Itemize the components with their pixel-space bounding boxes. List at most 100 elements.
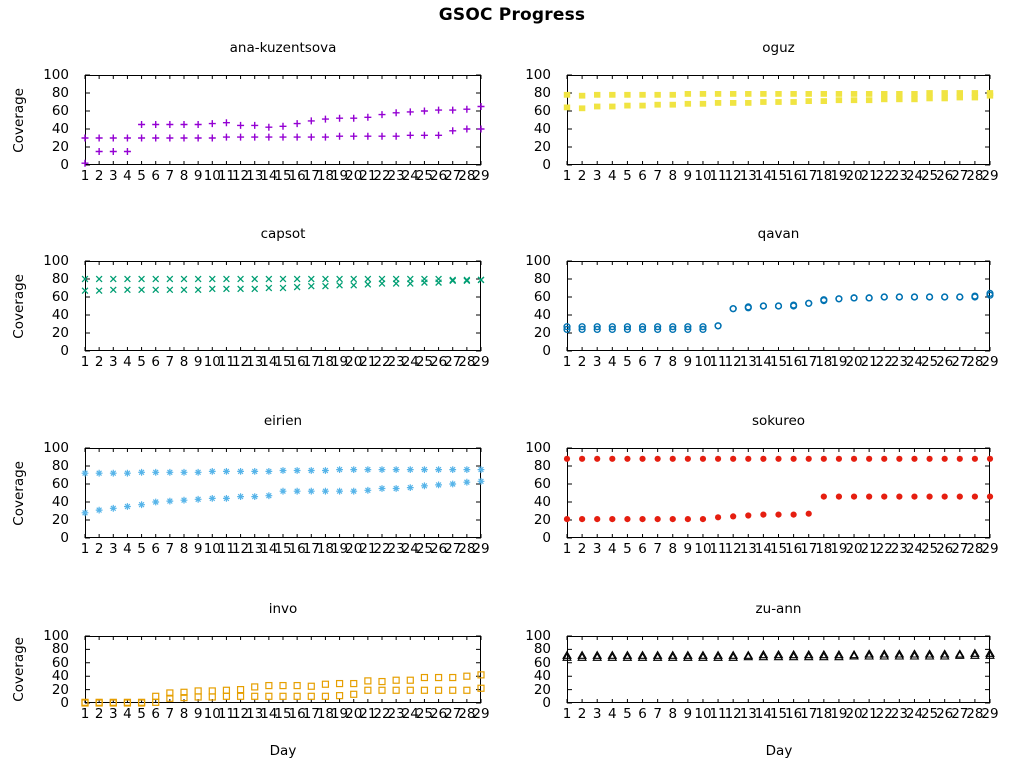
x-tick-label: 25 [415, 706, 434, 722]
x-tick-label: 1 [562, 354, 572, 370]
series-0-points [81, 466, 485, 477]
x-tick-label: 5 [137, 541, 146, 557]
y-tick-label: 80 [51, 271, 69, 287]
y-tick-label: 80 [533, 458, 551, 474]
x-tick-label: 19 [330, 706, 349, 722]
x-tick-label: 1 [562, 706, 572, 722]
x-tick-label: 26 [936, 354, 954, 370]
x-tick-label: 16 [288, 706, 306, 722]
x-tick-label: 13 [739, 168, 757, 184]
x-tick-label: 23 [387, 706, 405, 722]
x-tick-label: 25 [415, 354, 434, 370]
x-tick-label: 11 [217, 168, 236, 184]
x-tick-label: 15 [769, 706, 788, 722]
x-tick-label: 8 [668, 354, 678, 370]
x-tick-label: 13 [246, 706, 264, 722]
x-tick-label: 13 [246, 354, 264, 370]
x-tick-label: 25 [920, 706, 939, 722]
x-tick-label: 9 [683, 354, 693, 370]
x-tick-label: 15 [769, 354, 788, 370]
x-tick-label: 3 [592, 706, 602, 722]
x-tick-label: 21 [359, 354, 377, 370]
x-tick-label: 29 [472, 168, 490, 184]
x-tick-label: 7 [653, 354, 662, 370]
x-tick-label: 11 [709, 354, 727, 370]
x-tick-label: 22 [875, 541, 893, 557]
tick-marks [84, 260, 482, 352]
x-tick-label: 22 [373, 706, 391, 722]
x-tick-label: 22 [875, 706, 893, 722]
x-tick-label: 14 [754, 706, 772, 722]
x-tick-label: 16 [288, 541, 306, 557]
tick-marks [566, 260, 991, 352]
subplot-title: qavan [757, 226, 800, 242]
series-1-points [563, 493, 994, 523]
x-tick-label: 16 [785, 541, 803, 557]
x-tick-label: 6 [638, 354, 647, 370]
x-tick-label: 23 [387, 541, 405, 557]
x-tick-label: 27 [444, 354, 462, 370]
x-tick-label: 5 [623, 706, 632, 722]
x-tick-label: 19 [830, 168, 848, 184]
plot-area [563, 447, 994, 539]
x-tick-label: 3 [108, 541, 118, 557]
x-tick-label: 26 [429, 168, 448, 184]
x-tick-label: 5 [137, 354, 146, 370]
x-tick-label: 21 [860, 168, 878, 184]
x-tick-label: 9 [193, 354, 203, 370]
x-tick-label: 17 [800, 168, 818, 184]
y-axis-tick-labels: 0 20 40 60 80 100 [27, 440, 77, 546]
x-tick-label: 20 [845, 706, 863, 722]
x-tick-label: 3 [108, 706, 118, 722]
y-tick-label: 0 [60, 157, 69, 173]
x-tick-label: 26 [429, 354, 448, 370]
x-tick-label: 4 [608, 541, 617, 557]
x-tick-label: 21 [860, 706, 878, 722]
x-tick-label: 4 [608, 706, 617, 722]
x-tick-label: 26 [429, 706, 448, 722]
x-tick-label: 12 [724, 168, 742, 184]
y-tick-label: 100 [525, 440, 551, 456]
x-tick-label: 7 [165, 706, 175, 722]
x-tick-label: 21 [359, 541, 377, 557]
x-tick-label: 19 [330, 168, 349, 184]
plot-area [81, 447, 485, 539]
subplot-invo: invo 0 20 40 60 80 100 1 2 3 4 5 6 7 8 9 10 11 12 13 14 15 1… [43, 601, 489, 722]
x-tick-label: 22 [875, 168, 893, 184]
x-tick-label: 3 [108, 168, 118, 184]
plot-area [563, 74, 994, 166]
x-tick-label: 19 [330, 541, 349, 557]
page-title: GSOC Progress [438, 5, 586, 25]
y-tick-label: 20 [533, 681, 551, 698]
y-tick-label: 0 [542, 530, 551, 546]
subplot-capsot: capsot 0 20 40 60 80 100 1 2 3 4 5 6 7 8 9 10 11 12 13 14 1… [43, 226, 489, 370]
y-tick-label: 40 [51, 494, 69, 510]
series-0-points [562, 648, 995, 659]
y-tick-label: 20 [533, 512, 551, 528]
x-tick-label: 17 [302, 706, 320, 722]
x-tick-label: 5 [623, 354, 632, 370]
x-axis-tick-labels: 1 2 3 4 5 6 7 8 9 10 11 12 13 14 15 16 17 18 19 20 21 22 23 24 2… [563, 538, 999, 557]
x-tick-label: 10 [694, 541, 712, 557]
x-tick-label: 1 [80, 706, 90, 722]
x-tick-label: 3 [592, 541, 602, 557]
x-axis-tick-labels: 1 2 3 4 5 6 7 8 9 10 11 12 13 14 15 16 17 18 19 20 21 22 23 24 2… [81, 165, 490, 184]
x-tick-label: 10 [203, 168, 221, 184]
x-tick-label: 10 [203, 706, 221, 722]
plot-area [81, 635, 485, 707]
x-tick-label: 26 [936, 541, 954, 557]
x-tick-label: 6 [151, 168, 160, 184]
x-tick-label: 4 [123, 541, 132, 557]
x-tick-label: 6 [638, 168, 647, 184]
x-tick-label: 20 [845, 168, 863, 184]
x-tick-label: 16 [288, 168, 306, 184]
y-axis-tick-labels: 0 20 40 60 80 100 [509, 253, 559, 359]
x-tick-label: 18 [815, 706, 833, 722]
x-tick-label: 12 [231, 541, 250, 557]
x-tick-label: 24 [905, 706, 924, 722]
x-axis-label-left: Day [269, 743, 297, 759]
y-tick-label: 20 [533, 139, 551, 155]
x-tick-label: 25 [920, 541, 939, 557]
subplot-title: zu-ann [755, 601, 802, 617]
x-tick-label: 11 [709, 706, 727, 722]
